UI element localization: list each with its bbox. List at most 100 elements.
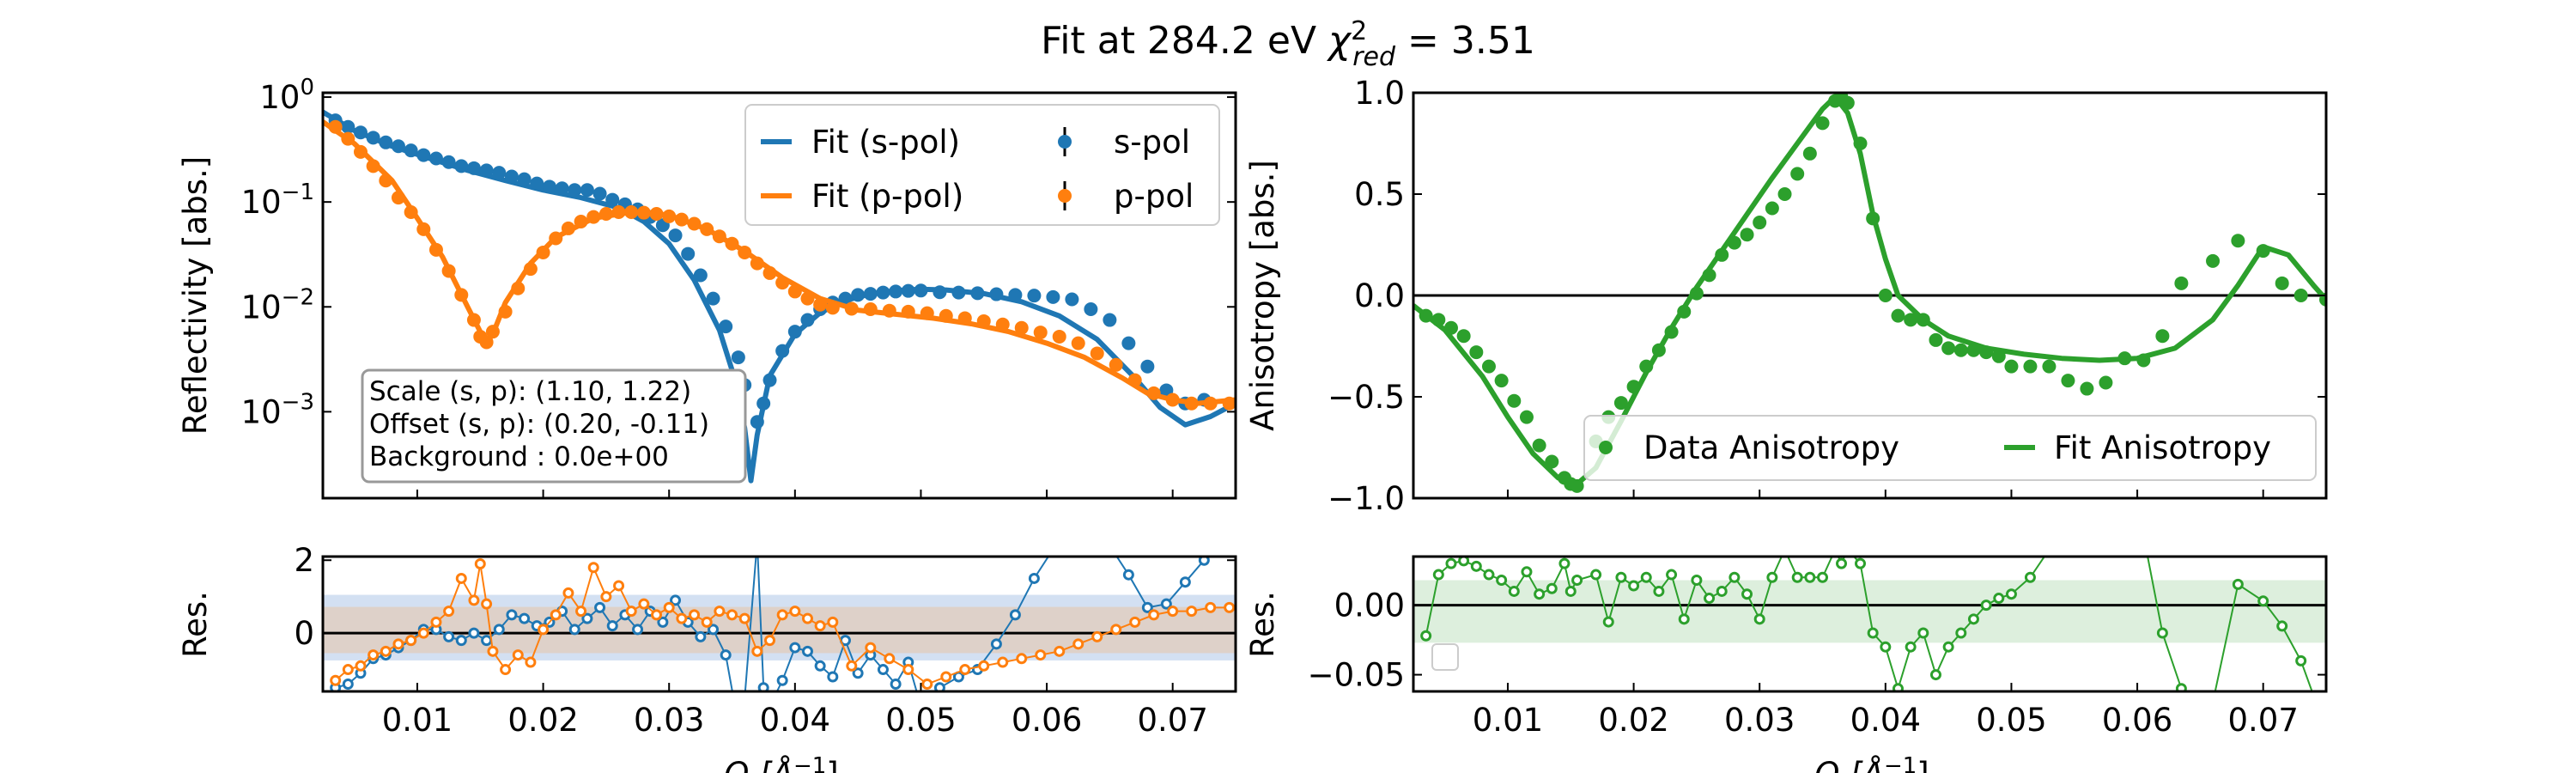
x-tick-label: 0.05 xyxy=(1976,702,2046,739)
data-point-p_pol xyxy=(687,216,702,231)
reflectivity-axes-frame xyxy=(321,91,1237,500)
anisotropy-data-point xyxy=(1866,211,1880,226)
data-point-p_pol xyxy=(750,256,764,271)
anisotropy-data-point xyxy=(1613,396,1628,411)
residual-point-anisotropy xyxy=(1615,571,1627,583)
data-point-p_pol xyxy=(976,313,991,328)
anisotropy-data-point xyxy=(1777,187,1792,201)
anisotropy-data-point xyxy=(2004,359,2019,374)
residual-point-s_pol xyxy=(670,594,682,606)
data-point-p_pol xyxy=(939,308,953,323)
residual-point-s_pol xyxy=(568,624,580,636)
residual-point-p_pol xyxy=(342,664,354,676)
anisotropy-data-point xyxy=(1878,289,1893,302)
data-point-p_pol xyxy=(712,229,726,244)
xlabel-end: ] xyxy=(826,756,838,773)
residual-point-anisotropy xyxy=(1470,560,1482,572)
residual-point-anisotropy xyxy=(1831,545,1839,554)
data-point-p_pol xyxy=(738,245,752,259)
anisotropy-data-point xyxy=(1702,268,1716,283)
residual-point-s_pol xyxy=(1009,609,1021,621)
legend-fit-s-label: Fit (s-pol) xyxy=(811,124,960,161)
residual-point-s_pol xyxy=(1141,601,1153,613)
data-point-s_pol xyxy=(756,396,771,411)
residual-point-p_pol xyxy=(625,606,637,618)
reflectivity-residuals-xlabel: Q [Å−1] xyxy=(724,753,838,773)
anisotropy-data-point xyxy=(2136,353,2151,368)
residual-point-p_pol xyxy=(1167,606,1179,618)
data-point-s_pol xyxy=(542,180,556,194)
residual-point-anisotropy xyxy=(1844,545,1852,554)
x-tick-label: 0.05 xyxy=(885,702,956,739)
residual-point-anisotropy xyxy=(1691,575,1703,587)
data-point-s_pol xyxy=(1103,313,1117,327)
residual-point-p_pol xyxy=(738,612,750,624)
residual-point-anisotropy xyxy=(1420,630,1432,642)
anisotropy-data-point xyxy=(1494,374,1509,388)
reflectivity-residuals-panel: 2 0 0.01 0.02 0.03 0.04 0.05 0.06 0.07 Res. Q [… xyxy=(177,538,1237,773)
anisotropy-residuals-y-tick-label: 0.00 xyxy=(1334,587,1405,624)
residual-point-s_pol xyxy=(443,630,455,642)
residual-point-anisotropy xyxy=(1766,571,1778,583)
fit-param-scale: Scale (s, p): (1.10, 1.22) xyxy=(369,376,691,407)
residual-point-p_pol xyxy=(789,606,801,618)
residual-point-s_pol xyxy=(814,660,826,672)
residual-point-anisotropy xyxy=(1546,582,1558,594)
residual-point-p_pol xyxy=(902,664,914,676)
residual-point-s_pol xyxy=(720,649,732,661)
data-point-p_pol xyxy=(1146,386,1161,400)
legend-fit-anisotropy-label: Fit Anisotropy xyxy=(2054,429,2271,466)
anisotropy-data-point xyxy=(1802,146,1817,161)
fit-param-background: Background : 0.0e+00 xyxy=(369,441,669,472)
data-point-p_pol xyxy=(995,317,1010,332)
x-tick-label: 0.02 xyxy=(1598,702,1668,739)
residual-point-s_pol xyxy=(827,671,839,683)
data-point-p_pol xyxy=(787,284,802,299)
residual-point-s_pol xyxy=(753,538,762,546)
anisotropy-data-point xyxy=(1639,359,1654,374)
data-point-p_pol xyxy=(662,209,677,223)
anisotropy-data-point xyxy=(2117,351,2132,366)
x-tick-label: 0.01 xyxy=(1473,702,1543,739)
data-point-p_pol xyxy=(1071,336,1085,350)
residual-point-p_pol xyxy=(714,606,726,618)
residual-point-anisotropy xyxy=(1917,627,1929,639)
residual-point-s_pol xyxy=(757,682,769,691)
x-tick-label: 0.04 xyxy=(760,702,830,739)
residual-point-s_pol xyxy=(606,620,618,632)
residual-point-anisotropy xyxy=(1804,571,1816,583)
anisotropy-data-point xyxy=(2042,359,2057,374)
data-point-p_pol xyxy=(1165,393,1180,407)
anisotropy-data-point xyxy=(1891,308,1905,323)
anisotropy-data-point xyxy=(1431,313,1446,327)
residual-point-anisotropy xyxy=(1534,588,1546,600)
data-point-p_pol xyxy=(485,325,500,339)
anisotropy-data-point xyxy=(1456,329,1471,344)
data-point-p_pol xyxy=(674,212,689,227)
residual-point-s_pol xyxy=(740,694,749,703)
reflectivity-y-tick-label: 10−2 xyxy=(241,284,314,326)
fit-param-offset: Offset (s, p): (0.20, -0.11) xyxy=(369,409,709,440)
data-point-p_pol xyxy=(561,221,575,235)
data-point-p_pol xyxy=(366,159,380,173)
residual-point-s_pol xyxy=(519,612,531,624)
data-point-s_pol xyxy=(989,287,1004,301)
residual-point-s_pol xyxy=(594,601,606,613)
data-point-p_pol xyxy=(353,144,368,159)
data-point-s_pol xyxy=(933,285,947,300)
residual-point-p_pol xyxy=(481,598,493,610)
xlabel-main: Q [Å xyxy=(724,755,793,773)
residual-point-anisotropy xyxy=(2175,683,2187,691)
data-point-p_pol xyxy=(391,191,405,205)
residual-point-anisotropy xyxy=(2156,627,2168,639)
residual-point-s_pol xyxy=(734,720,743,728)
data-point-s_pol xyxy=(353,125,368,140)
residual-point-anisotropy xyxy=(2295,654,2307,666)
residual-point-anisotropy xyxy=(1929,669,1941,681)
anisotropy-data-point xyxy=(2275,276,2289,290)
data-point-p_pol xyxy=(636,205,651,220)
data-point-p_pol xyxy=(523,262,538,277)
anisotropy-data-point xyxy=(1545,454,1559,469)
figure-title: Fit at 284.2 eV χ2 red = 3.51 xyxy=(1041,16,1535,72)
anisotropy-data-point xyxy=(1904,313,1918,327)
